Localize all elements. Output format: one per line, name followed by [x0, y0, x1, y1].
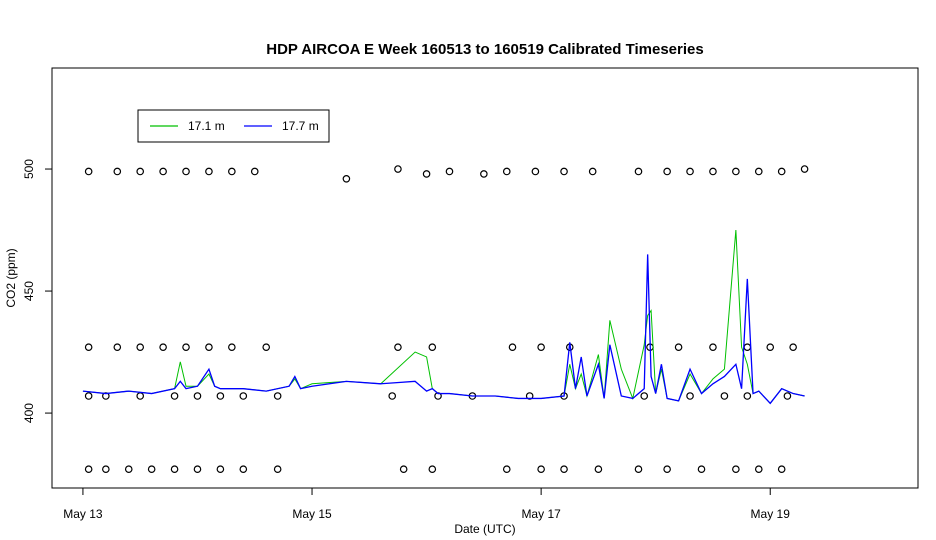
point: [686, 167, 694, 176]
point: [228, 343, 236, 351]
point: [686, 392, 694, 400]
point: [239, 465, 248, 474]
point: [502, 465, 511, 474]
point: [84, 343, 93, 351]
point: [422, 170, 431, 178]
point: [754, 167, 763, 176]
point: [766, 343, 775, 351]
point: [674, 343, 683, 351]
point: [480, 170, 488, 178]
series-line: [82, 230, 805, 405]
point: [205, 343, 213, 351]
x-tick-label: May 13: [63, 507, 103, 521]
point: [709, 343, 717, 351]
x-tick-label: May 19: [751, 507, 791, 521]
y-tick-label: 450: [22, 281, 36, 301]
point: [388, 392, 397, 400]
legend-label: 17.7 m: [282, 119, 319, 133]
point: [170, 465, 179, 474]
point: [147, 465, 156, 474]
point: [428, 343, 437, 351]
point: [732, 167, 740, 176]
point: [640, 392, 649, 400]
x-tick-label: May 15: [292, 507, 332, 521]
point: [560, 465, 568, 474]
point: [273, 392, 282, 400]
x-axis-label: Date (UTC): [454, 522, 515, 536]
point: [182, 167, 190, 176]
point: [783, 392, 792, 400]
point: [777, 167, 786, 176]
point: [124, 465, 133, 474]
point: [399, 465, 408, 474]
point: [170, 392, 179, 400]
point: [537, 465, 545, 474]
point: [525, 392, 534, 400]
point: [502, 167, 511, 176]
y-tick-label: 400: [22, 403, 36, 423]
point: [743, 392, 752, 400]
point: [102, 465, 110, 474]
point: [84, 167, 93, 176]
point: [216, 392, 225, 400]
point: [394, 343, 402, 351]
point: [789, 343, 797, 351]
point: [159, 343, 167, 351]
point: [342, 174, 351, 183]
point: [273, 465, 282, 474]
point: [193, 465, 202, 474]
point: [531, 167, 540, 176]
point: [250, 167, 259, 176]
point: [136, 167, 145, 176]
chart-title: HDP AIRCOA E Week 160513 to 160519 Calib…: [266, 41, 703, 58]
point: [754, 465, 763, 474]
point: [594, 465, 603, 474]
point: [777, 465, 786, 474]
point: [588, 167, 597, 176]
point: [445, 167, 454, 176]
point: [239, 392, 248, 400]
point: [228, 167, 236, 176]
y-axis-label: CO2 (ppm): [4, 248, 18, 307]
y-tick-label: 500: [22, 159, 36, 179]
plot-frame: [51, 67, 919, 489]
point: [216, 465, 225, 474]
point: [800, 165, 809, 173]
point: [560, 167, 568, 176]
point: [113, 343, 122, 351]
point: [663, 167, 671, 176]
point: [84, 465, 93, 474]
point: [697, 465, 706, 474]
point: [394, 165, 402, 173]
point: [102, 392, 110, 400]
point: [537, 343, 545, 351]
series-line: [82, 254, 805, 405]
point: [663, 465, 671, 474]
point: [634, 167, 643, 176]
point: [136, 392, 145, 400]
point: [159, 167, 167, 176]
point: [428, 465, 437, 474]
point: [113, 167, 122, 176]
point: [709, 167, 717, 176]
point: [508, 343, 517, 351]
point: [84, 392, 93, 400]
point: [634, 465, 643, 474]
point: [732, 465, 740, 474]
point: [182, 343, 190, 351]
point: [743, 343, 752, 351]
point: [193, 392, 202, 400]
legend-label: 17.1 m: [188, 119, 225, 133]
point: [262, 343, 271, 351]
point: [205, 167, 213, 176]
x-tick-label: May 17: [521, 507, 561, 521]
point: [720, 392, 729, 400]
point: [136, 343, 145, 351]
